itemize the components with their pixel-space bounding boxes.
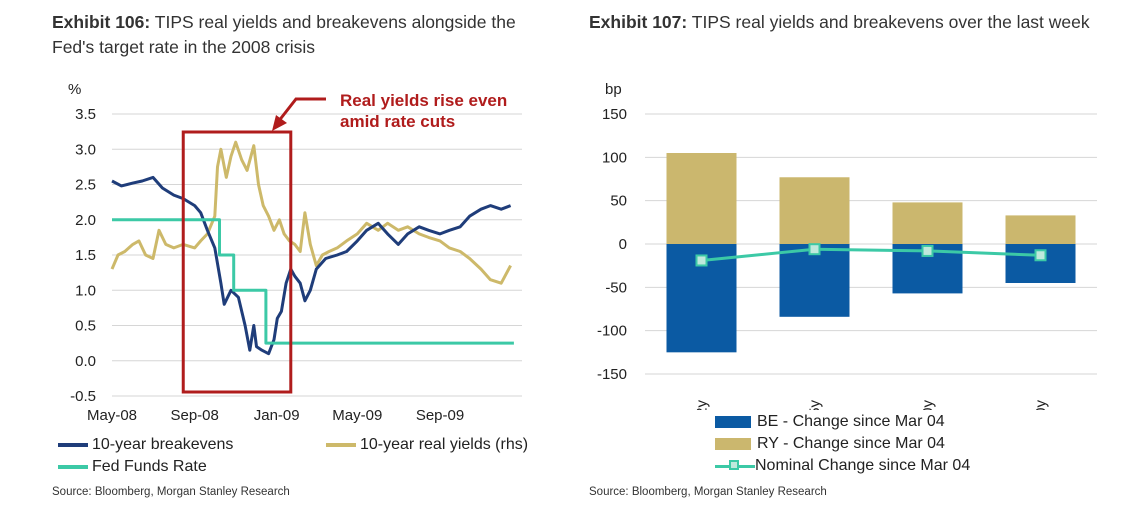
right-x-tick-label: 30y [1033,400,1050,410]
right-x-tick-label: 5y [807,400,824,410]
left-y-tick-label: 0.0 [75,353,96,370]
right-y-tick-label: 150 [602,106,627,123]
legend-ry-change-swatch [715,438,751,450]
right-x-tick-label: 2y [694,400,711,410]
left-x-tick-label: May-08 [87,407,137,424]
right-x-tick-label: 10y [920,400,937,410]
annotation-text-line1: Real yields rise even [340,91,507,110]
annotation-text-line2: amid rate cuts [340,112,455,131]
right-y-tick-label: -100 [597,323,627,340]
right-chart-svg: bp 150 100 50 0 -50 -100 -150 2y 5y 10y 30y [597,81,1097,410]
right-y-tick-label: 100 [602,149,627,166]
right-y-tick-label: 50 [610,193,627,210]
right-y-unit-label: bp [605,81,622,98]
left-y-tick-label: 1.5 [75,247,96,264]
right-chart-panel: Exhibit 107: TIPS real yields and breake… [585,0,1145,512]
legend-fed-funds-swatch [58,465,88,469]
left-x-tick-label: Sep-09 [416,407,464,424]
right-chart-title: Exhibit 107: TIPS real yields and breake… [589,12,1090,32]
legend-ry-change: RY - Change since Mar 04 [715,435,945,453]
legend-breakevens: 10-year breakevens [58,436,233,454]
legend-breakevens-label: 10-year breakevens [92,436,234,453]
legend-real-yields-label: 10-year real yields (rhs) [360,436,529,453]
legend-real-yields-swatch [326,443,356,447]
right-y-tick-label: -50 [605,279,627,296]
bar-ry-10y [892,202,963,244]
legend-ry-change-label: RY - Change since Mar 04 [757,435,945,452]
legend-nominal-change-label: Nominal Change since Mar 04 [755,457,971,474]
legend-fed-funds-label: Fed Funds Rate [92,458,207,475]
nominal-marker-10y [921,244,934,257]
legend-breakevens-swatch [58,443,88,447]
nominal-marker-2y [695,254,708,267]
bar-ry-2y [666,153,737,244]
left-source-note: Source: Bloomberg, Morgan Stanley Resear… [52,486,290,498]
bar-be-5y [779,244,850,317]
legend-be-change-swatch [715,416,751,428]
legend-real-yields: 10-year real yields (rhs) [326,436,528,454]
left-y-tick-label: -0.5 [70,388,96,405]
annotation-arrow-head [272,115,287,131]
legend-nominal-change: Nominal Change since Mar 04 [715,457,970,475]
bar-ry-5y [779,177,850,244]
left-y-tick-label: 1.0 [75,282,96,299]
nominal-marker-30y [1034,249,1047,262]
annotation-arrow [276,97,326,123]
series-line-nominal [701,247,1041,262]
left-x-tick-label: Jan-09 [254,407,300,424]
left-y-tick-label: 3.5 [75,106,96,123]
left-y-tick-label: 3.0 [75,141,96,158]
bar-ry-30y [1005,215,1076,244]
legend-be-change: BE - Change since Mar 04 [715,413,945,431]
series-line-fed-funds [112,218,514,345]
left-y-unit-label: % [68,81,81,98]
right-source-note: Source: Bloomberg, Morgan Stanley Resear… [589,486,827,498]
left-y-tick-label: 2.0 [75,212,96,229]
left-chart-title: Exhibit 106: TIPS real yields and breake… [52,12,516,57]
left-chart-panel: Exhibit 106: TIPS real yields and breake… [0,0,560,512]
left-x-tick-label: May-09 [332,407,382,424]
legend-be-change-label: BE - Change since Mar 04 [757,413,945,430]
right-y-tick-label: -150 [597,366,627,383]
series-line-real-yields [110,140,512,285]
nominal-marker-5y [808,243,821,256]
left-x-tick-label: Sep-08 [170,407,218,424]
right-y-tick-label: 0 [619,236,627,253]
left-chart-svg: % 3.5 3.0 2.5 2.0 1.5 1.0 0.5 0.0 -0.5 May-08 Sep-0… [68,81,522,424]
left-y-tick-label: 2.5 [75,177,96,194]
legend-fed-funds: Fed Funds Rate [58,458,207,476]
series-line-breakevens [111,175,512,356]
annotation-highlight-box [181,130,293,394]
left-y-tick-label: 0.5 [75,318,96,335]
legend-nominal-change-swatch [715,459,755,473]
